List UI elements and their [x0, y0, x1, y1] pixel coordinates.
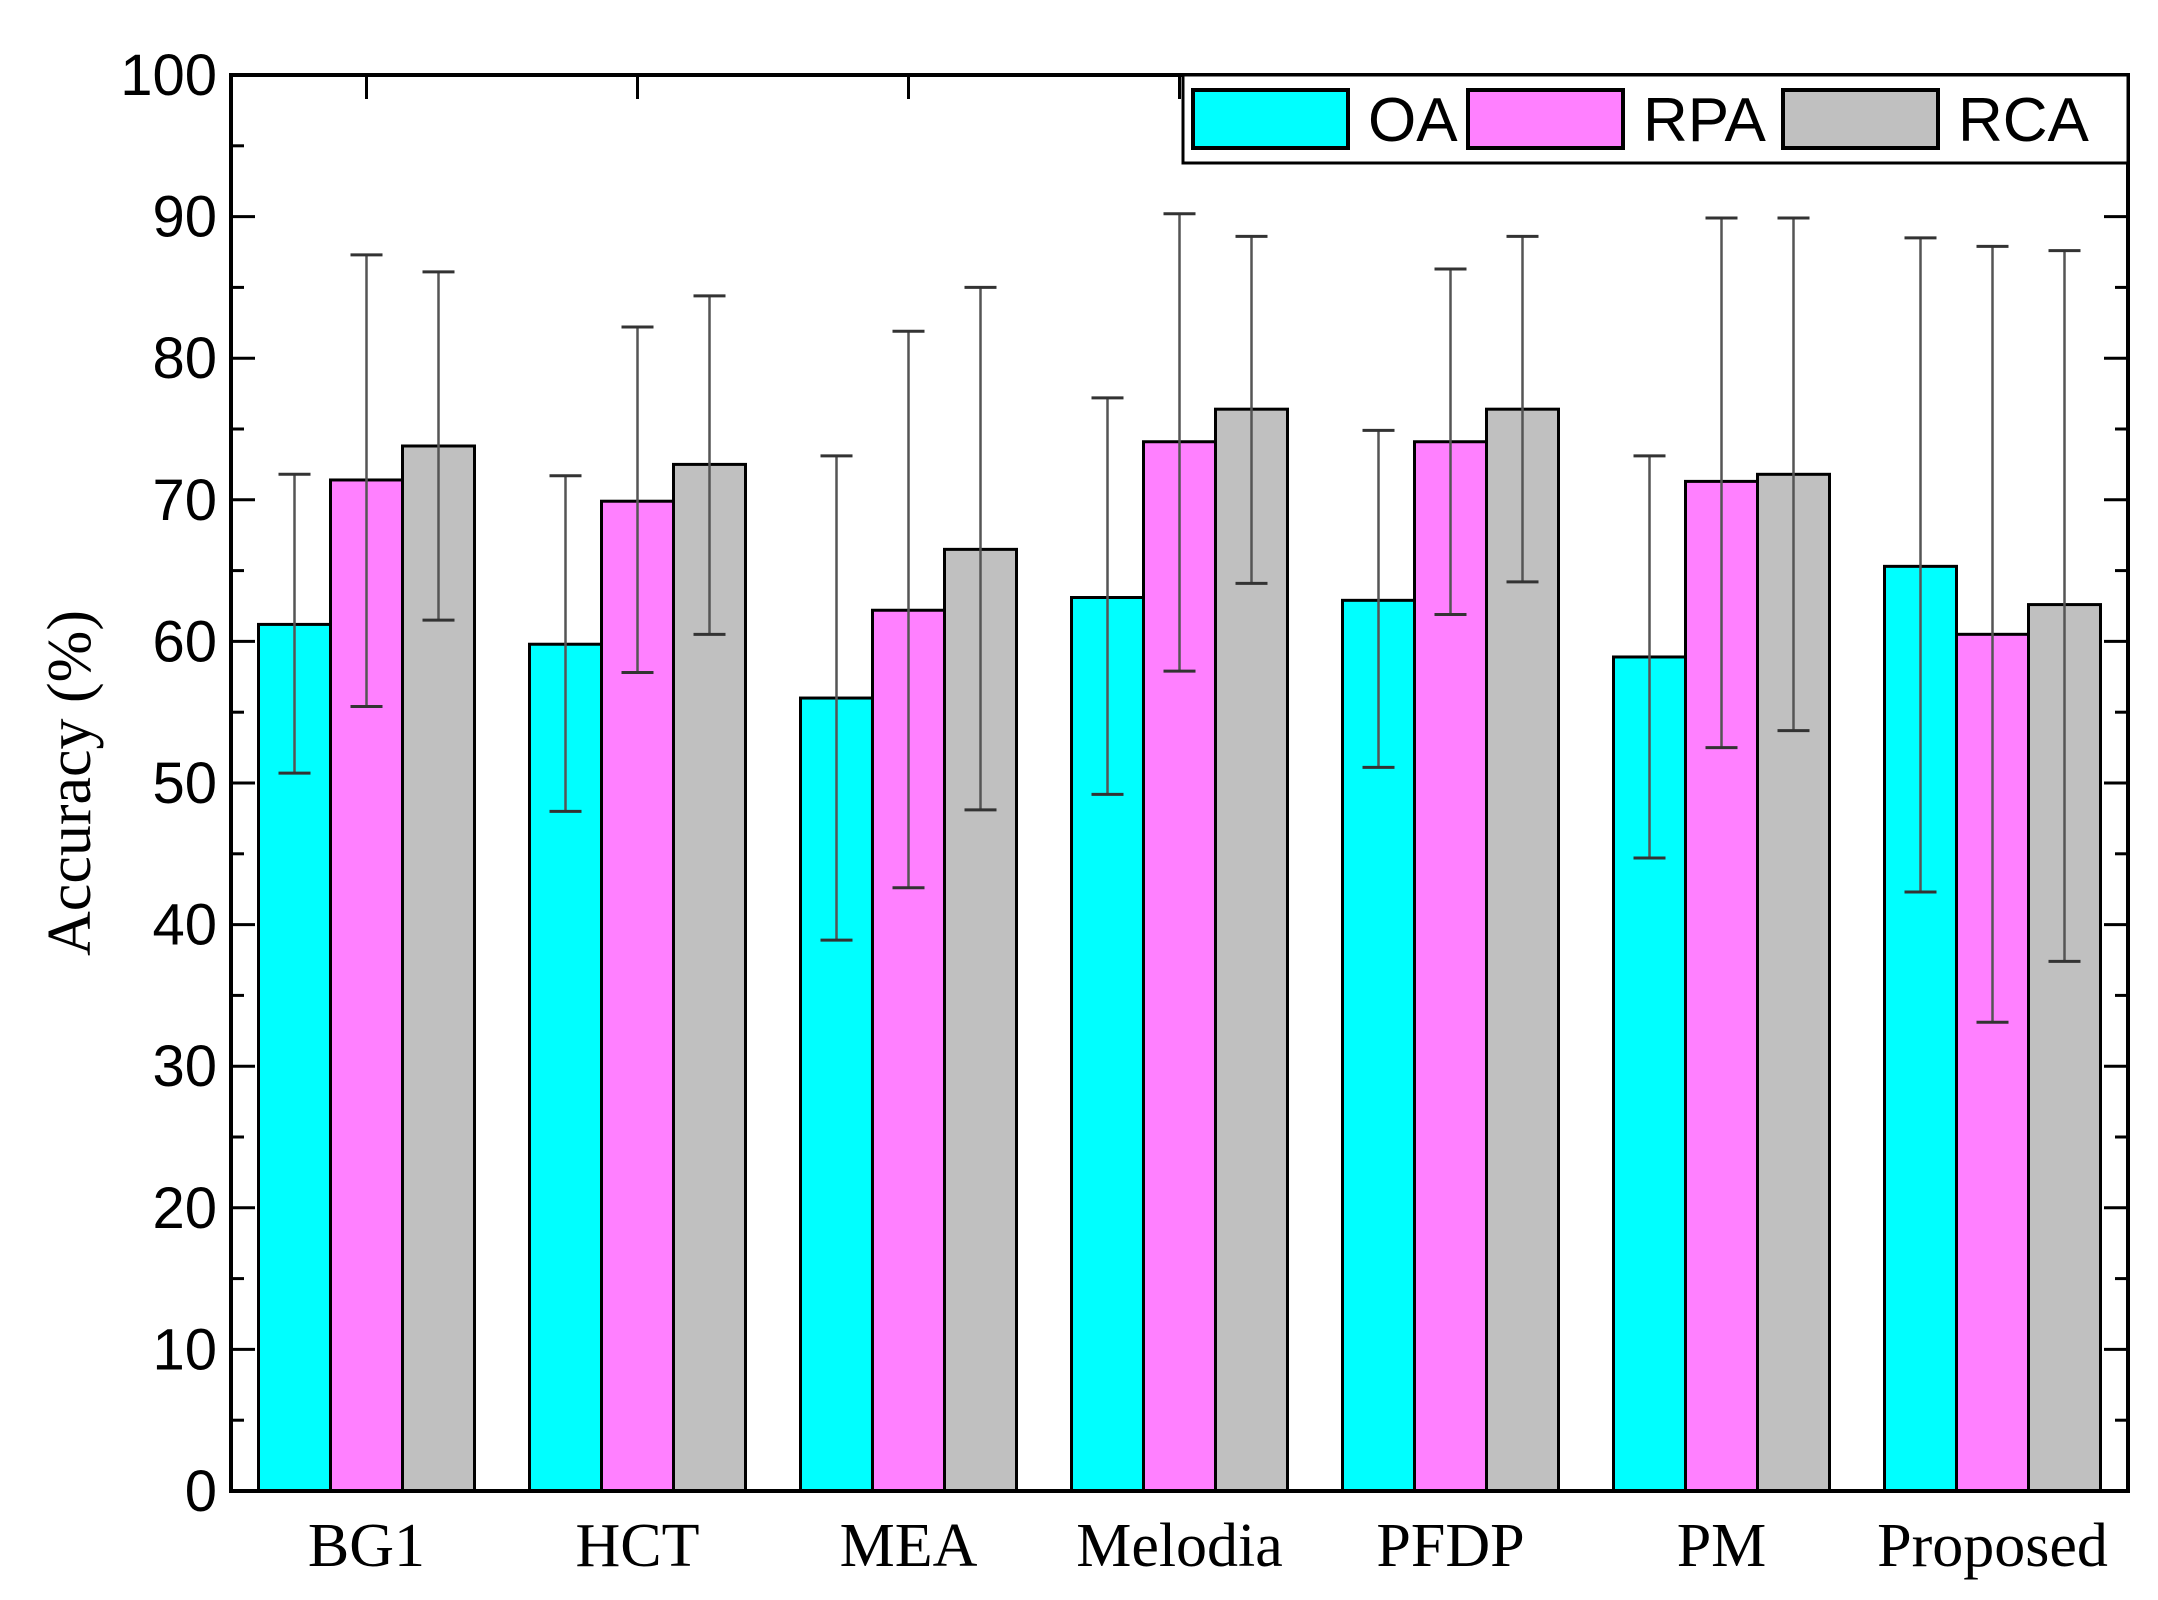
legend: OA RPA RCA	[1181, 73, 2130, 165]
y-tick-label: 90	[152, 185, 217, 250]
y-tick-label: 0	[185, 1459, 217, 1524]
x-category-label: PFDP	[1376, 1512, 1524, 1580]
legend-swatch-rca	[1781, 88, 1940, 150]
x-category-label: MEA	[840, 1512, 978, 1580]
plot-frame	[229, 73, 2130, 1493]
y-tick-label: 50	[152, 751, 217, 816]
error-bars-layer	[278, 212, 2081, 1024]
legend-label-rpa: RPA	[1643, 86, 1767, 155]
x-category-label: Proposed	[1877, 1512, 2108, 1580]
x-category-label: PM	[1677, 1512, 1767, 1580]
y-tick-label: 40	[152, 893, 217, 958]
legend-label-oa: OA	[1368, 86, 1458, 155]
x-category-label: Melodia	[1076, 1512, 1283, 1580]
y-tick-label: 70	[152, 468, 217, 533]
legend-label-rca: RCA	[1958, 86, 2090, 155]
y-tick-label: 30	[152, 1034, 217, 1099]
y-tick-label: 60	[152, 609, 217, 674]
y-axis-title: Accuracy (%)	[36, 610, 104, 956]
y-tick-label: 80	[152, 326, 217, 391]
x-category-label: HCT	[576, 1512, 700, 1580]
labels-layer: 0 10 20 30 40 50 60 70 80 90 100 BG1 HCT MEA Melodia PF…	[120, 43, 2108, 1580]
legend-swatch-oa	[1191, 88, 1350, 150]
legend-swatch-rpa	[1466, 88, 1625, 150]
y-tick-label: 100	[120, 43, 217, 108]
x-category-label: BG1	[308, 1512, 425, 1580]
y-tick-label: 10	[152, 1317, 217, 1382]
y-tick-label: 20	[152, 1176, 217, 1241]
